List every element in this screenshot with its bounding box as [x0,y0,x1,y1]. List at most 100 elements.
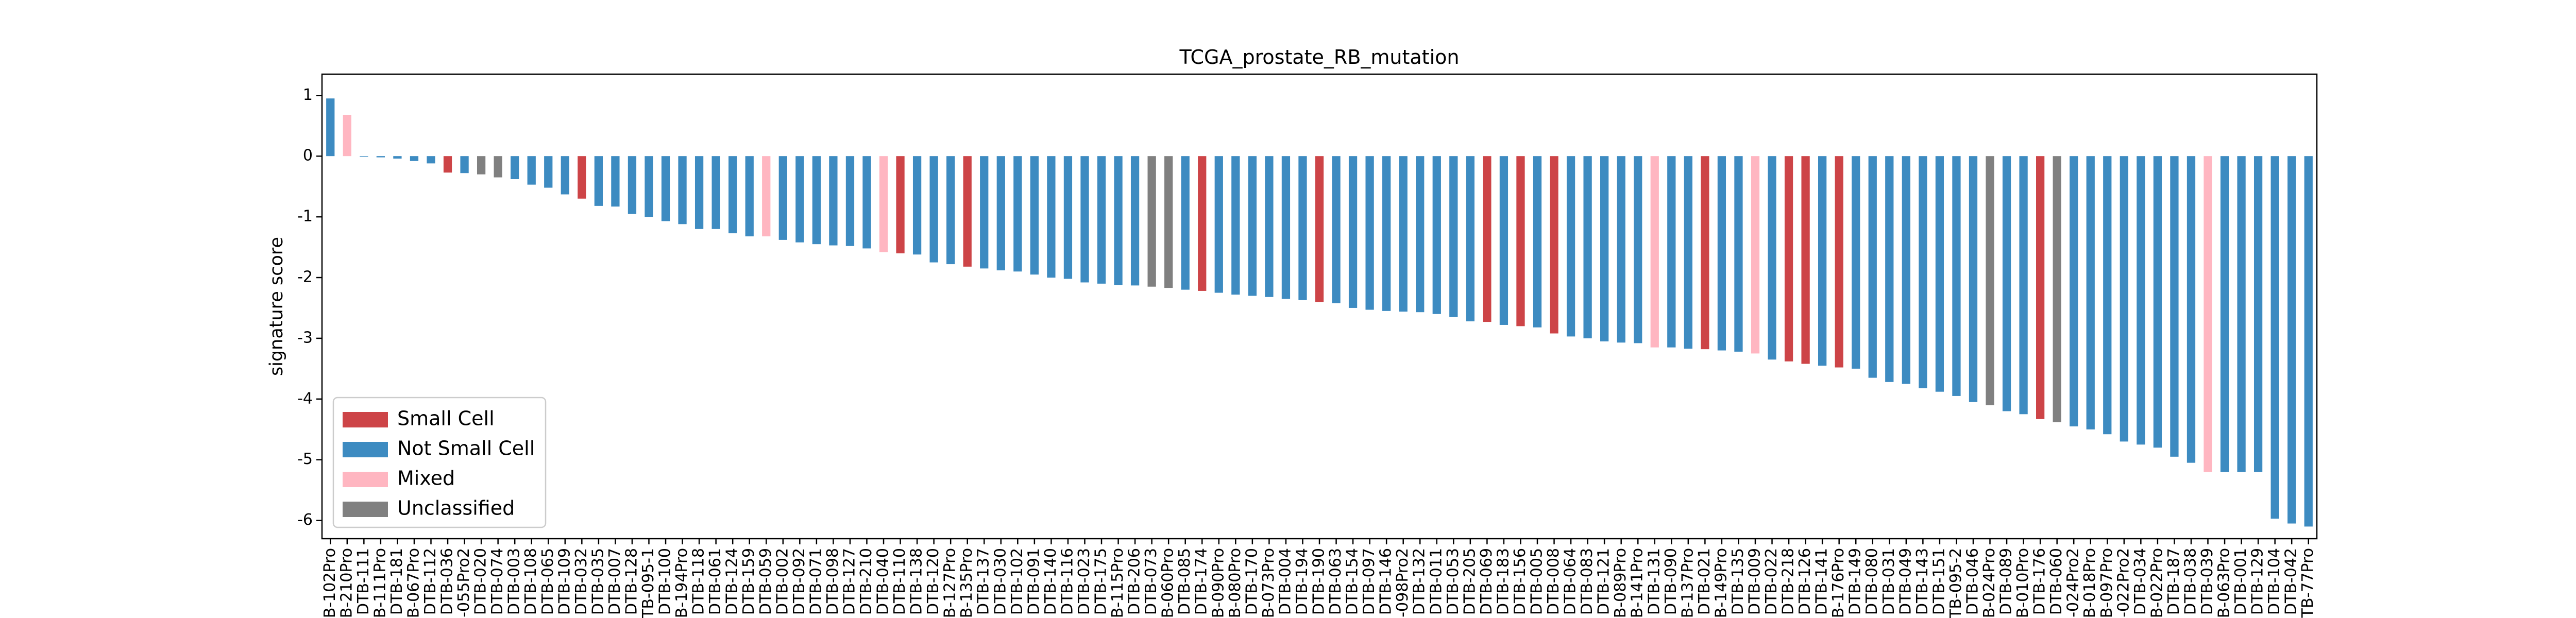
bar [1214,156,1223,293]
x-tick-label: B-067Pro [404,548,422,618]
x-tick-label: DTB-042 [2282,548,2300,615]
bar [594,156,603,206]
x-tick-label: DTB-176 [2031,548,2049,615]
bar [1080,156,1089,283]
bar [1634,156,1642,344]
x-tick-label: DTB-021 [1696,548,1714,615]
x-tick-label: DTB-098 [824,548,842,615]
x-tick-label: DTB-003 [505,548,523,615]
bar [2019,156,2028,415]
y-tick-label: 1 [303,86,313,104]
x-tick-label: DTB-194 [1293,548,1311,615]
x-tick-label: DTB-111 [354,548,372,615]
x-tick-label: DTB-102 [1008,548,1026,615]
x-tick-label: DTB-073 [1142,548,1160,615]
y-axis-label: signature score [266,237,287,376]
x-tick-label: DTB-124 [723,548,741,615]
bar [1885,156,1894,382]
bar [2137,156,2145,445]
x-tick-label: DTB-020 [472,548,490,615]
bar [1281,156,1291,299]
x-tick-label: TB-77Pro [2299,548,2317,618]
bar [2237,156,2246,472]
x-tick-label: DTB-100 [656,548,674,615]
bar [494,156,502,178]
x-tick-label: DTB-135 [1729,548,1747,615]
bar [393,156,402,159]
bar [1181,156,1190,290]
bar [1466,156,1475,321]
x-tick-label: DTB-049 [1896,548,1914,615]
x-tick-label: DTB-121 [1595,548,1613,615]
y-tick-label: -2 [297,268,313,286]
bar [694,156,704,229]
x-tick-label: DTB-154 [1344,548,1362,615]
bar [2304,156,2313,527]
bar [611,156,620,207]
x-tick-label: DTB-036 [438,548,456,615]
x-tick-label: B-210Pro [337,548,355,618]
x-tick-label: DTB-031 [1880,548,1898,615]
x-tick-label: DTB-190 [1310,548,1328,615]
x-tick-label: DTB-004 [1276,548,1294,615]
bar [578,156,586,199]
y-tick-label: -5 [297,450,313,468]
legend-label: Unclassified [397,497,515,520]
bar [896,156,905,253]
bar [879,156,888,252]
bar [2053,156,2061,422]
x-tick-label: DTB-090 [1662,548,1680,615]
bar [1952,156,1961,396]
bar [427,156,435,164]
bar [1030,156,1039,275]
x-tick-label: DTB-065 [539,548,557,615]
bar [1583,156,1592,338]
x-tick-label: DTB-110 [891,548,909,615]
bar [862,156,871,249]
bar [2070,156,2078,426]
bar [2287,156,2296,524]
bar [1533,156,1542,328]
x-tick-label: DTB-187 [2165,548,2183,615]
x-tick-label: B-073Pro [1260,548,1278,618]
x-tick-label: B-115Pro [1109,548,1127,618]
bar [845,156,855,246]
x-tick-label: DTB-129 [2249,548,2267,615]
x-tick-label: DTB-069 [1478,548,1496,615]
bar [728,156,737,233]
bar [946,156,955,265]
x-tick-label: DTB-095-1 [639,548,657,618]
bar [963,156,972,267]
bar [1315,156,1324,302]
x-tick-label: DTB-039 [2198,548,2216,615]
x-tick-label: DTB-040 [874,548,892,615]
x-tick-label: DTB-083 [1578,548,1596,615]
x-tick-label: DTB-059 [757,548,775,615]
x-tick-label: B-127Pro [941,548,959,618]
x-tick-label: DTB-008 [1545,548,1563,615]
y-tick-label: -1 [297,208,313,226]
bar [980,156,989,269]
x-tick-label: DTB-151 [1930,548,1948,615]
x-tick-label: B-137Pro [1679,548,1697,618]
x-tick-label: B-141Pro [1629,548,1647,618]
bar [1483,156,1492,322]
bar [1147,156,1156,287]
bar [762,156,771,236]
bar [1198,156,1207,291]
x-tick-label: DTB-174 [1193,548,1211,615]
x-tick-label: DTB-218 [1780,548,1798,615]
x-tick-label: DTB-175 [1092,548,1110,615]
x-tick-label: B-080Pro [1226,548,1244,618]
x-tick-label: DTB-071 [807,548,825,615]
x-tick-label: B-010Pro [2014,548,2032,618]
x-tick-label: DTB-064 [1562,548,1580,615]
x-tick-label: DTB-146 [1377,548,1395,615]
x-tick-label: DTB-053 [1444,548,1462,615]
bar [628,156,637,214]
bar [1365,156,1374,310]
x-tick-label: DTB-143 [1913,548,1931,615]
bar [1416,156,1425,313]
